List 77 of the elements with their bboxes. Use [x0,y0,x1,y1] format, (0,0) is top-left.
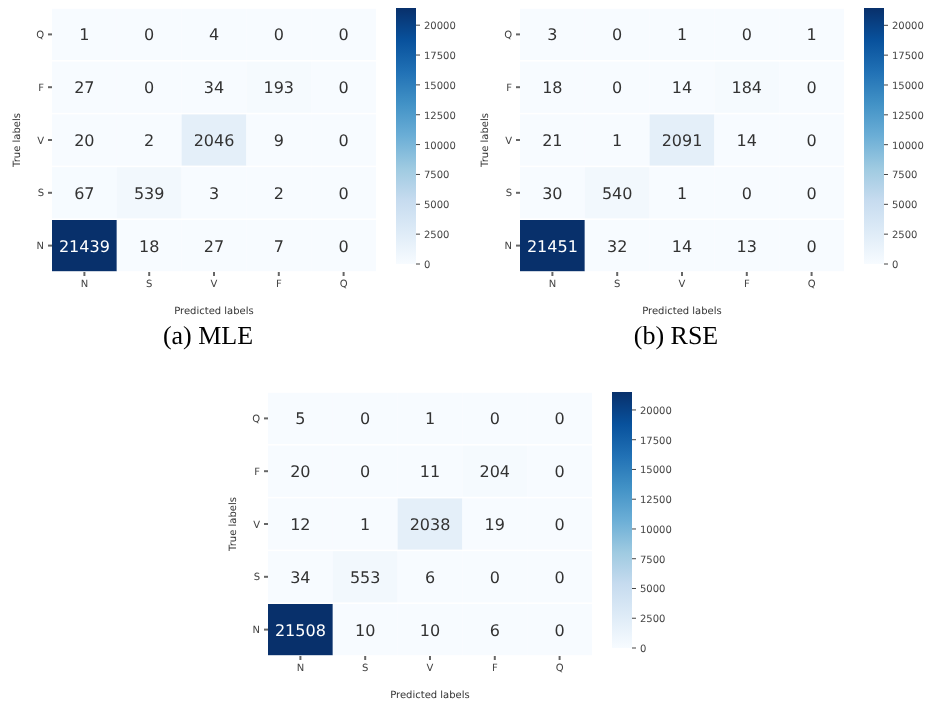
data-label: 1 [676,26,688,45]
text: (a) MLE [160,320,256,352]
data-label: 0 [554,568,565,587]
data-label: 18 [542,79,563,98]
data-label: 0 [338,26,349,45]
data-label: 2 [144,132,155,150]
data-label: 19 [484,516,505,534]
data-label: 0 [612,26,623,45]
data-label: 1 [676,184,688,203]
data-label: 0 [338,237,349,256]
data-label: 27 [203,237,225,256]
data-label: 1 [79,26,90,45]
data-label: 0 [489,410,500,429]
data-label: 4 [208,26,220,45]
data-label: 21 [542,132,563,150]
data-label: 553 [349,568,381,587]
data-label: 204 [479,463,511,482]
data-label: 0 [489,568,500,587]
data-label: 0 [144,26,155,45]
data-label: 0 [554,410,565,429]
data-label: 10 [419,621,441,640]
data-label: 0 [360,463,371,482]
data-label: 32 [607,237,628,256]
data-label: 27 [74,79,95,98]
data-label: 2 [273,184,284,203]
data-label: 7 [273,237,284,256]
data-label: 5 [295,410,306,429]
data-label: 10 [355,621,376,640]
data-label: 21508 [274,621,326,640]
data-label: 20 [74,132,95,150]
data-label: 0 [806,184,817,203]
data-label: 18 [139,237,160,256]
data-label: 21451 [526,237,578,256]
data-label: 21439 [58,237,110,256]
data-label: 13 [736,237,757,256]
data-label: 14 [736,132,757,150]
data-label: 1 [806,26,817,45]
data-label: 0 [144,79,155,98]
data-label: 193 [263,79,295,98]
data-label: 0 [554,516,565,534]
data-label: 1 [360,516,371,534]
data-label: 14 [671,237,693,256]
data-label: 20 [290,463,311,482]
data-label: 12 [290,516,311,534]
data-label: 14 [671,79,693,98]
data-label: 0 [338,79,349,98]
data-label: 2038 [409,516,451,534]
data-label: 2046 [193,132,235,150]
data-label: 3 [208,184,220,203]
data-label: 1 [612,132,623,150]
data-label: 0 [741,184,752,203]
data-label: 0 [741,26,752,45]
data-label: 0 [554,463,565,482]
data-label: 0 [360,410,371,429]
data-label: 30 [542,184,563,203]
data-label: 184 [731,79,763,98]
data-label: 34 [290,568,311,587]
data-label: 0 [338,132,349,150]
data-label: 6 [489,621,500,640]
data-label: 9 [273,132,284,150]
data-label: 539 [133,184,165,203]
data-label: 0 [338,184,349,203]
data-label: 3 [547,26,558,45]
data-label: 540 [601,184,633,203]
data-label: 0 [806,79,817,98]
data-label: 1 [424,410,436,429]
data-label: 0 [612,79,623,98]
data-label: 34 [203,79,225,98]
data-label: 2091 [661,132,703,150]
data-label: 6 [424,568,436,587]
data-label: 0 [806,132,817,150]
data-label: 0 [273,26,284,45]
data-label: 11 [419,463,441,482]
data-label: 67 [74,184,95,203]
text: (b) RSE [631,320,721,352]
data-label: 0 [554,621,565,640]
data-label: 0 [806,237,817,256]
